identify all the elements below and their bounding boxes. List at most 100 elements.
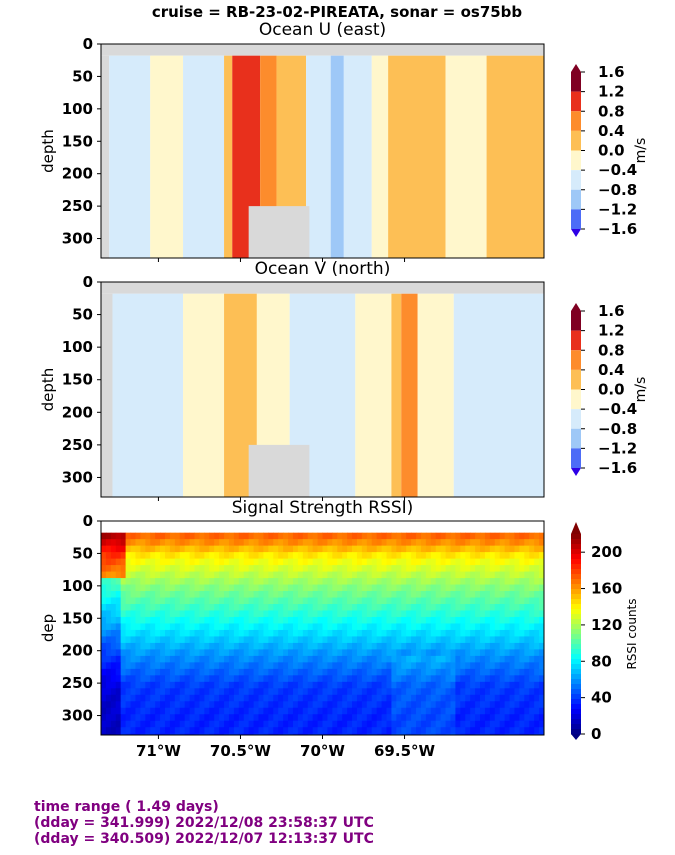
rssi-cell <box>406 610 412 618</box>
rssi-cell <box>356 578 363 586</box>
rssi-cell <box>509 597 515 605</box>
rssi-cell <box>184 655 191 663</box>
rssi-cell <box>420 616 427 624</box>
rssi-cell <box>194 701 200 709</box>
rssi-cell <box>174 584 181 592</box>
rssi-cell <box>302 616 309 624</box>
rssi-cell <box>450 578 456 586</box>
rssi-cell <box>356 616 363 624</box>
rssi-cell <box>411 720 417 728</box>
rssi-cell <box>219 604 225 611</box>
rssi-cell <box>209 584 215 592</box>
rssi-cell <box>386 591 392 599</box>
rssi-cell <box>307 681 314 689</box>
rssi-cell <box>307 532 314 540</box>
rssi-cell <box>160 584 166 592</box>
rssi-cell <box>120 662 127 670</box>
rssi-cell <box>115 584 122 592</box>
rssi-cell <box>460 591 466 599</box>
rssi-cell <box>194 642 200 650</box>
rssi-cell <box>470 584 476 592</box>
rssi-cell <box>489 655 496 663</box>
colorbar-segment <box>571 629 581 635</box>
rssi-cell <box>101 545 107 553</box>
rssi-cell <box>445 720 451 728</box>
rssi-cell <box>455 720 461 728</box>
rssi-cell <box>519 629 525 637</box>
rssi-cell <box>322 571 328 579</box>
rssi-cell <box>155 694 161 702</box>
rssi-cell <box>155 584 161 592</box>
rssi-cell <box>283 701 289 709</box>
rssi-cell <box>248 539 255 547</box>
rssi-cell <box>194 532 200 540</box>
rssi-cell <box>322 591 328 599</box>
rssi-cell <box>120 591 127 599</box>
rssi-cell <box>155 532 161 540</box>
rssi-cell <box>169 539 176 547</box>
rssi-cell <box>480 675 486 683</box>
rssi-cell <box>115 720 122 728</box>
rssi-cell <box>189 558 196 566</box>
rssi-cell <box>204 629 210 637</box>
rssi-cell <box>519 565 525 573</box>
colorbar-segment <box>571 428 581 449</box>
rssi-cell <box>317 578 323 586</box>
rssi-cell <box>288 584 294 592</box>
rssi-cell <box>283 610 289 618</box>
rssi-cell <box>327 655 333 663</box>
rssi-cell <box>233 539 240 547</box>
rssi-cell <box>475 623 481 631</box>
rssi-cell <box>376 597 383 605</box>
rssi-cell <box>302 545 309 553</box>
rssi-cell <box>489 584 496 592</box>
rssi-cell <box>529 558 535 566</box>
colorbar-tick-label: −0.8 <box>598 420 637 438</box>
rssi-cell <box>356 623 363 631</box>
rssi-cell <box>435 707 442 715</box>
rssi-cell <box>499 539 506 547</box>
rssi-cell <box>509 610 515 618</box>
rssi-cell <box>307 649 314 657</box>
rssi-cell <box>445 681 451 689</box>
rssi-cell <box>465 727 471 735</box>
rssi-cell <box>356 681 363 689</box>
rssi-cell <box>332 552 338 560</box>
rssi-cell <box>120 584 127 592</box>
rssi-cell <box>160 604 166 611</box>
y-tick-label: 200 <box>62 165 93 183</box>
rssi-cell <box>174 616 181 624</box>
rssi-cell <box>145 675 151 683</box>
rssi-cell <box>494 655 501 663</box>
rssi-cell <box>248 675 255 683</box>
rssi-cell <box>243 565 250 573</box>
rssi-cell <box>425 623 432 631</box>
rssi-cell <box>327 707 333 715</box>
rssi-cell <box>130 597 136 605</box>
rssi-cell <box>504 539 511 547</box>
rssi-cell <box>484 610 491 618</box>
rssi-cell <box>514 591 520 599</box>
rssi-cell <box>539 578 545 586</box>
rssi-cell <box>465 720 471 728</box>
colorbar-segment <box>571 654 581 660</box>
rssi-cell <box>327 701 333 709</box>
rssi-cell <box>110 584 117 592</box>
rssi-cell <box>366 668 373 676</box>
rssi-cell <box>381 642 387 650</box>
rssi-cell <box>189 539 196 547</box>
rssi-cell <box>219 552 225 560</box>
rssi-cell <box>297 707 304 715</box>
rssi-cell <box>105 707 112 715</box>
rssi-cell <box>411 552 417 560</box>
rssi-cell <box>243 668 250 676</box>
rssi-cell <box>534 668 540 676</box>
rssi-cell <box>361 707 368 715</box>
rssi-cell <box>465 681 471 689</box>
rssi-cell <box>539 616 545 624</box>
rssi-cell <box>475 552 481 560</box>
rssi-cell <box>174 701 181 709</box>
rssi-cell <box>524 558 530 566</box>
rssi-cell <box>396 597 402 605</box>
rssi-cell <box>366 552 373 560</box>
